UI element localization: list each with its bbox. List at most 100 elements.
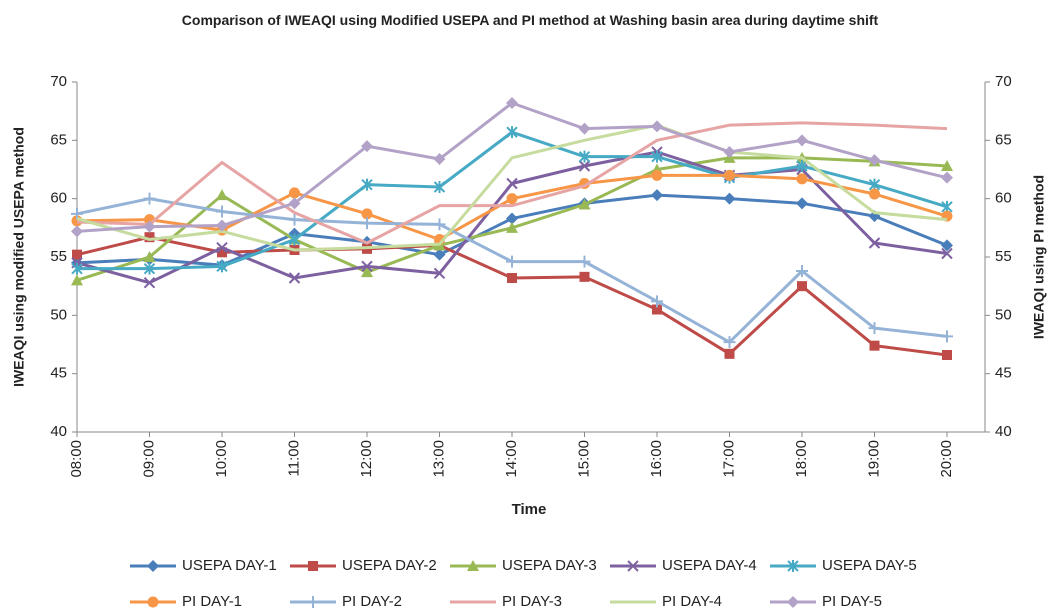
data-point xyxy=(288,233,301,246)
y2-tick-label: 60 xyxy=(995,190,1012,207)
legend-marker xyxy=(627,560,639,572)
data-point xyxy=(71,262,83,275)
data-point xyxy=(941,247,953,260)
legend-item: USEPA DAY-5 xyxy=(770,557,917,574)
y-tick-label: 65 xyxy=(50,131,67,148)
x-tick-label: 12:00 xyxy=(358,440,375,478)
legend-marker xyxy=(467,560,479,571)
data-point xyxy=(288,272,301,284)
data-point xyxy=(216,260,228,273)
data-point xyxy=(724,348,735,359)
data-point xyxy=(143,262,156,275)
data-point xyxy=(578,150,591,163)
data-point xyxy=(797,281,807,292)
data-point xyxy=(361,178,373,191)
data-point xyxy=(724,169,735,181)
x-tick-label: 18:00 xyxy=(793,440,810,478)
data-point xyxy=(71,207,83,220)
data-point xyxy=(361,140,373,153)
data-point xyxy=(433,181,446,193)
y-tick-label: 55 xyxy=(50,248,67,265)
data-point xyxy=(651,169,663,181)
y-tick-label: 50 xyxy=(50,306,67,323)
x-tick-label: 10:00 xyxy=(213,440,230,478)
x-tick-label: 08:00 xyxy=(68,440,85,478)
legend-label: PI DAY-3 xyxy=(502,593,562,610)
data-point xyxy=(71,225,83,238)
data-point xyxy=(723,192,736,205)
legend-label: USEPA DAY-5 xyxy=(822,557,917,574)
data-point xyxy=(72,249,82,260)
legend-marker xyxy=(787,596,799,608)
data-point xyxy=(433,267,446,280)
legend-label: USEPA DAY-1 xyxy=(182,557,277,574)
x-tick-label: 19:00 xyxy=(865,440,882,478)
data-point xyxy=(868,237,881,249)
y2-tick-label: 40 xyxy=(995,423,1012,440)
series-line xyxy=(76,121,948,245)
y-tick-label: 45 xyxy=(50,365,67,382)
data-point xyxy=(288,197,301,210)
data-point xyxy=(143,276,156,289)
data-point xyxy=(506,126,518,139)
data-point xyxy=(941,330,953,343)
legend-label: PI DAY-1 xyxy=(182,593,242,610)
data-point xyxy=(796,160,808,172)
y-axis-title: IWEAQI using modified USEPA method xyxy=(11,127,27,387)
legend-marker xyxy=(147,560,159,572)
legend-label: PI DAY-5 xyxy=(822,593,882,610)
data-point xyxy=(941,171,953,184)
y-tick-label: 40 xyxy=(50,423,67,440)
y2-tick-label: 70 xyxy=(995,73,1012,90)
legend-item: USEPA DAY-3 xyxy=(450,557,597,574)
y2-tick-label: 65 xyxy=(995,131,1012,148)
x-tick-label: 15:00 xyxy=(575,440,592,478)
data-point xyxy=(217,247,227,258)
data-point xyxy=(361,217,373,230)
data-point xyxy=(723,146,736,158)
legend-item: USEPA DAY-4 xyxy=(610,557,757,574)
x-tick-label: 20:00 xyxy=(938,440,955,478)
y-tick-label: 60 xyxy=(50,190,67,207)
data-point xyxy=(216,205,228,218)
data-point xyxy=(289,187,300,199)
data-point xyxy=(651,295,663,308)
legend-item: PI DAY-1 xyxy=(130,593,242,610)
data-point xyxy=(651,189,663,202)
y2-tick-label: 50 xyxy=(995,306,1012,323)
data-point xyxy=(652,304,662,315)
data-point xyxy=(578,160,591,172)
data-point xyxy=(506,177,518,190)
data-point xyxy=(578,122,591,135)
legend-marker xyxy=(308,561,318,571)
legend-label: USEPA DAY-2 xyxy=(342,557,437,574)
data-point xyxy=(506,255,518,268)
x-tick-label: 14:00 xyxy=(503,440,520,478)
data-point xyxy=(796,173,808,185)
y-tick-label: 70 xyxy=(50,73,67,90)
y2-axis-title: IWEAQI using PI method xyxy=(1031,175,1047,339)
data-point xyxy=(143,220,156,233)
data-point xyxy=(868,322,881,335)
legend-item: USEPA DAY-2 xyxy=(290,557,437,574)
x-tick-label: 11:00 xyxy=(285,440,302,476)
data-point xyxy=(651,120,663,133)
data-point xyxy=(71,274,83,286)
chart-title: Comparison of IWEAQI using Modified USEP… xyxy=(181,12,879,28)
data-point xyxy=(361,208,373,220)
data-point xyxy=(433,248,446,261)
data-point xyxy=(723,336,736,349)
x-tick-label: 09:00 xyxy=(140,440,157,478)
data-point xyxy=(941,239,953,252)
x-tick-label: 16:00 xyxy=(648,440,665,478)
legend-label: USEPA DAY-3 xyxy=(502,557,597,574)
data-point xyxy=(216,241,228,254)
data-point xyxy=(796,134,808,147)
x-tick-label: 17:00 xyxy=(720,440,737,478)
data-point xyxy=(216,219,228,232)
data-point xyxy=(579,271,590,282)
legend-marker xyxy=(147,596,159,608)
legend-item: PI DAY-5 xyxy=(770,593,882,610)
data-point xyxy=(869,340,880,351)
data-point xyxy=(506,193,518,205)
